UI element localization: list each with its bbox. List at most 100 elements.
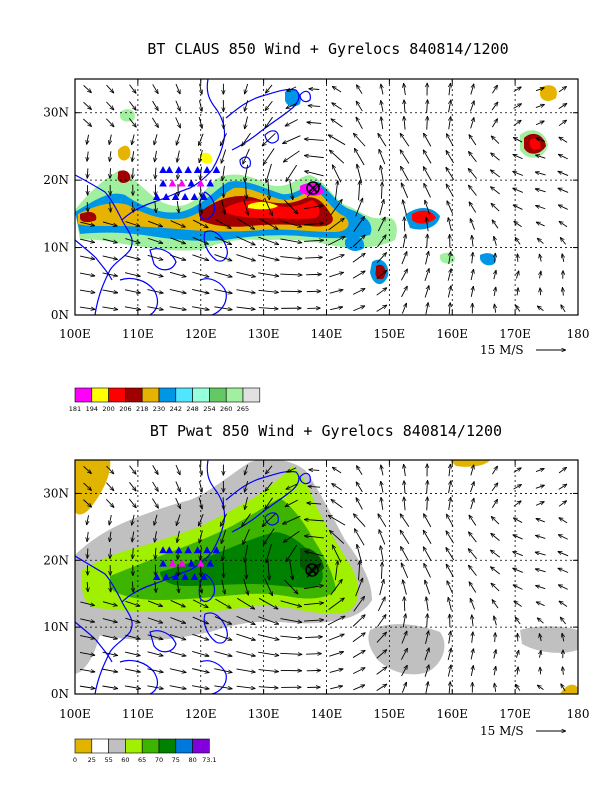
- wind-vector: [492, 599, 499, 609]
- wind-vector: [265, 465, 273, 474]
- wind-vector: [152, 100, 159, 111]
- wind-vector: [192, 306, 209, 310]
- wind-vector: [79, 306, 95, 309]
- wind-vector: [494, 683, 495, 692]
- colorbar-label: 0: [73, 756, 77, 764]
- colorbar-swatch: [242, 387, 261, 403]
- wind-vector: [404, 83, 406, 96]
- wind-vector: [102, 255, 118, 260]
- wind-vector: [79, 289, 95, 293]
- wind-vector: [132, 531, 134, 543]
- wind-vector: [124, 306, 141, 310]
- wind-vector: [176, 514, 181, 525]
- wind-vector: [169, 254, 186, 260]
- wind-vector: [177, 530, 180, 543]
- wind-vector: [446, 133, 454, 147]
- wind-vector: [87, 168, 88, 178]
- wind-vector: [280, 618, 302, 623]
- wind-vector: [244, 464, 249, 475]
- wind-vector: [132, 134, 135, 145]
- wind-vector: [448, 217, 452, 231]
- wind-vector: [403, 579, 407, 595]
- gyre-triangle: [159, 166, 167, 174]
- wind-vector: [512, 567, 524, 573]
- pwat-vector-scale-label: 15 M/S: [480, 724, 524, 738]
- y-tick-label: 30N: [43, 486, 69, 500]
- colorbar-label: 260: [220, 405, 232, 413]
- wind-vector: [472, 615, 473, 627]
- wind-vector: [494, 287, 496, 297]
- wind-vector: [328, 598, 345, 611]
- wind-vector: [244, 100, 249, 111]
- wind-vector: [353, 514, 366, 528]
- wind-vector: [401, 303, 408, 314]
- wind-vector: [328, 254, 345, 262]
- colorbar-label: 218: [136, 405, 148, 413]
- wind-vector: [147, 306, 163, 310]
- wind-vector: [125, 255, 140, 260]
- wind-vector: [334, 180, 337, 201]
- wind-vector: [491, 516, 500, 525]
- wind-vector: [329, 530, 345, 544]
- wind-vector: [192, 288, 209, 293]
- wind-vector: [469, 218, 475, 230]
- x-tick-label: 100E: [59, 707, 91, 721]
- wind-vector: [353, 684, 365, 691]
- wind-vector: [80, 618, 95, 622]
- wind-vector: [446, 514, 454, 527]
- claus-panel: BT CLAUS 850 Wind + Gyrelocs 840814/1200: [43, 40, 589, 413]
- wind-vector: [215, 598, 231, 608]
- colorbar-label: 60: [121, 756, 129, 764]
- wind-vector: [304, 551, 324, 557]
- wind-vector: [236, 306, 256, 309]
- gyre-triangles: [152, 166, 221, 200]
- wind-vector: [378, 149, 386, 165]
- wind-vector: [308, 486, 321, 487]
- colorbar-swatch: [74, 738, 93, 754]
- wind-vector: [125, 617, 140, 622]
- wind-vector: [562, 666, 563, 675]
- wind-vector: [401, 251, 408, 265]
- wind-vector: [236, 668, 255, 672]
- wind-vector: [490, 567, 500, 575]
- wind-vector: [400, 269, 407, 281]
- wind-vector: [513, 501, 522, 507]
- wind-vector: [449, 497, 451, 510]
- wind-vector: [102, 272, 118, 276]
- wind-vector: [199, 530, 203, 544]
- wind-vector: [198, 116, 202, 129]
- wind-vector: [169, 306, 187, 310]
- wind-vector: [215, 218, 231, 228]
- wind-vector: [378, 529, 386, 545]
- wind-vector: [125, 634, 140, 639]
- wind-vector: [129, 482, 136, 491]
- wind-vector: [353, 216, 365, 232]
- wind-vector: [332, 467, 342, 474]
- wind-vector: [200, 546, 202, 560]
- wind-vector: [517, 667, 518, 675]
- wind-vector: [177, 200, 179, 213]
- wind-vector: [334, 561, 337, 581]
- wind-vector: [132, 151, 134, 162]
- wind-vector: [152, 465, 159, 474]
- wind-vector: [242, 513, 251, 527]
- wind-vector: [289, 180, 293, 201]
- gyre-triangles-2: [152, 546, 221, 580]
- wind-vector: [535, 585, 546, 590]
- wind-vector: [214, 616, 232, 625]
- wind-vector: [472, 631, 473, 643]
- wind-vector: [352, 615, 365, 627]
- wind-vector: [490, 550, 501, 558]
- wind-vector: [106, 482, 114, 491]
- wind-vector: [427, 99, 428, 113]
- wind-vector: [516, 650, 518, 658]
- wind-vector: [469, 202, 477, 213]
- wind-vector: [280, 256, 302, 259]
- wind-vector: [175, 117, 181, 128]
- wind-vector: [471, 648, 474, 660]
- wind-vector: [560, 237, 567, 245]
- wind-vector: [124, 685, 141, 689]
- x-tick-label: 110E: [122, 707, 154, 721]
- wind-vector: [147, 617, 163, 623]
- claus-colorbar: 181 194 200 206 218 230 242 248 254 260 265: [69, 387, 261, 413]
